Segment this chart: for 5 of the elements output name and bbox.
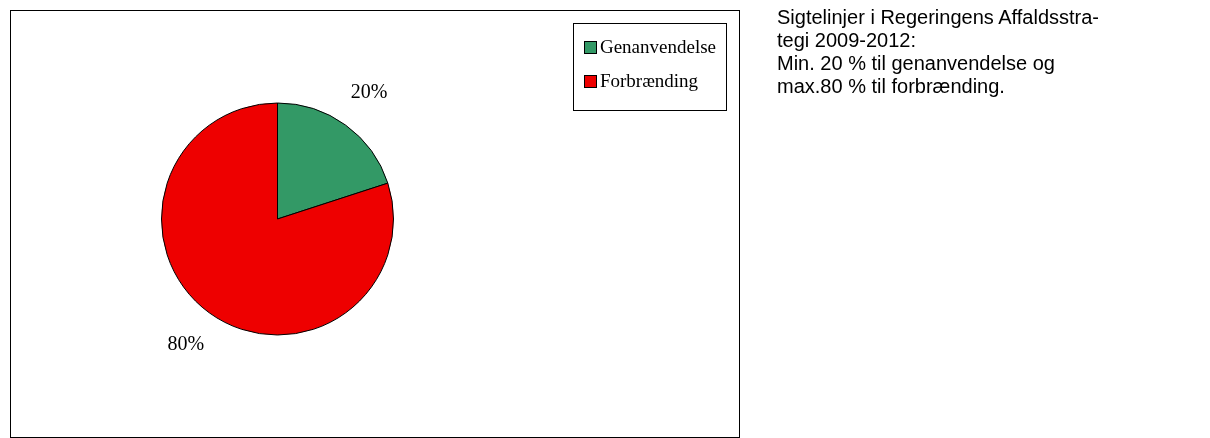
data-label: 80%	[167, 332, 205, 355]
data-label: 20%	[350, 80, 388, 103]
text: Sigtelinjer i Regeringens Affaldsstra- tegi 2009-2012: Min. 20 % til genanvendelse og max.80 % til forbrænding.	[777, 6, 1100, 98]
legend-label: Genanvendelse	[599, 36, 716, 58]
legend-label: Forbrænding	[599, 70, 699, 92]
